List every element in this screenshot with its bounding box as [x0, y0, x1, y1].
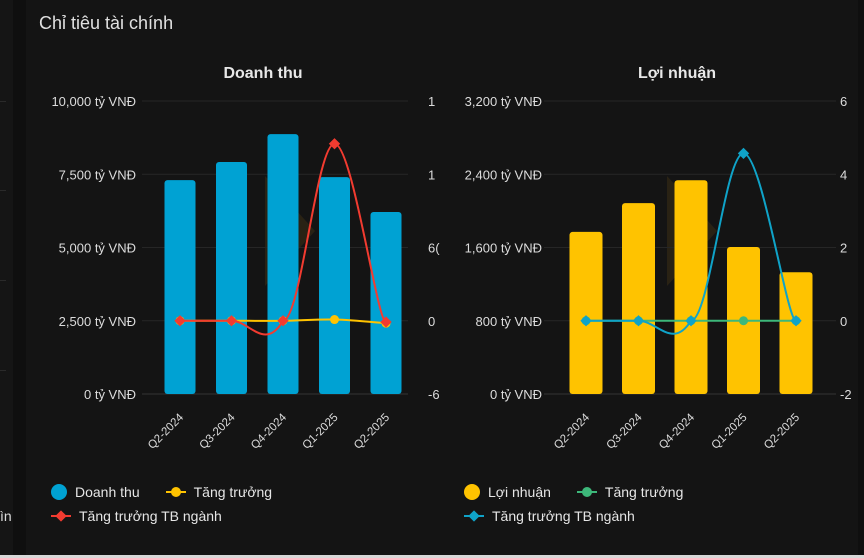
bar: [779, 272, 813, 394]
panel-divider: [13, 0, 26, 558]
chart-title: Doanh thu: [223, 65, 302, 82]
revenue-legend: Doanh thu Tăng trưởng Tăng trưởng TB ngà…: [51, 480, 298, 528]
profit-chart: Lợi nhuận 0 tỷ VNĐ 800 tỷ VNĐ 1,600 tỷ VNĐ 2…: [465, 65, 852, 452]
x-tick-label: Q1-2025: [709, 412, 749, 452]
data-point: [174, 315, 186, 327]
bar: [622, 203, 655, 394]
y2-tick-label: 1: [428, 167, 435, 182]
legend-item-growth[interactable]: Tăng trưởng: [165, 484, 273, 500]
y2-tick-label: 4: [840, 167, 847, 182]
y-tick-label: 0 tỷ VNĐ: [490, 387, 542, 402]
y-tick-label: 2,400 tỷ VNĐ: [465, 167, 542, 182]
data-point: [739, 316, 748, 326]
legend-label: Doanh thu: [75, 484, 140, 500]
x-tick-label: Q2-2024: [146, 411, 187, 452]
y2-tick-label: 1: [428, 94, 435, 109]
x-tick-label: Q4-2024: [249, 411, 290, 452]
legend-item-profit[interactable]: Lợi nhuận: [464, 484, 551, 500]
y2-tick-label: 6: [840, 94, 847, 109]
legend-label: Tăng trưởng: [193, 484, 273, 500]
profit-legend: Lợi nhuận Tăng trưởng Tăng trưởng TB ngà…: [464, 480, 709, 528]
y-tick-label: 5,000 tỷ VNĐ: [59, 241, 136, 256]
x-tick-label: Q3-2024: [604, 411, 645, 452]
bar: [674, 180, 708, 394]
stub-gridline: [0, 280, 6, 281]
legend-line-diamond-icon: [51, 510, 71, 522]
x-tick-label: Q3-2024: [197, 411, 238, 452]
stub-gridline: [0, 370, 6, 371]
legend-line-circle-icon: [165, 487, 186, 497]
x-tick-label: Q2-2025: [762, 412, 802, 452]
data-point: [580, 315, 592, 327]
y2-tick-label: -2: [840, 387, 852, 402]
y-tick-label: 7,500 tỷ VNĐ: [59, 167, 136, 182]
x-tick-label: Q2-2025: [352, 412, 392, 452]
data-point: [632, 315, 645, 327]
legend-label: Lợi nhuận: [488, 484, 551, 500]
y2-tick-label: -6: [428, 387, 440, 402]
legend-line-circle-icon: [576, 487, 597, 497]
revenue-chart: Doanh thu 0 tỷ VNĐ 2,500 tỷ VNĐ 5,000 tỷ VN…: [51, 65, 440, 452]
panel-divider-right: [858, 0, 864, 558]
chart-title: Lợi nhuận: [638, 65, 716, 82]
legend-label: Tăng trưởng TB ngành: [492, 508, 635, 524]
y-tick-label: 2,500 tỷ VNĐ: [59, 314, 136, 329]
x-tick-label: Q4-2024: [657, 411, 698, 452]
legend-item-revenue[interactable]: Doanh thu: [51, 484, 140, 500]
bar: [319, 177, 350, 394]
data-point: [225, 315, 238, 327]
legend-label: Tăng trưởng: [604, 484, 684, 500]
data-point: [790, 315, 802, 327]
bar: [216, 161, 247, 394]
y-tick-label: 3,200 tỷ VNĐ: [465, 94, 542, 109]
data-point: [685, 315, 697, 327]
bottom-border: [0, 555, 864, 558]
legend-label: Tăng trưởng TB ngành: [79, 508, 222, 524]
bar: [370, 212, 402, 394]
data-point: [380, 316, 392, 328]
y2-tick-label: 0: [840, 314, 847, 329]
left-panel-clipped-text: ìn: [0, 508, 12, 524]
data-point: [328, 138, 341, 150]
legend-item-industry-growth[interactable]: Tăng trưởng TB ngành: [51, 508, 222, 524]
bar: [569, 231, 603, 394]
left-panel-edge: [0, 0, 13, 558]
data-point: [330, 315, 339, 325]
stub-gridline: [0, 190, 6, 191]
legend-item-industry-growth[interactable]: Tăng trưởng TB ngành: [464, 508, 635, 524]
x-tick-label: Q1-2025: [300, 412, 340, 452]
y2-tick-label: 6(: [428, 241, 440, 256]
section-title: Chỉ tiêu tài chính: [39, 13, 174, 33]
bar: [267, 134, 299, 394]
data-point: [277, 315, 289, 327]
x-tick-label: Q2-2024: [552, 411, 593, 452]
y-tick-label: 0 tỷ VNĐ: [84, 387, 136, 402]
bar: [164, 180, 196, 394]
y2-tick-label: 2: [840, 241, 847, 256]
y-tick-label: 10,000 tỷ VNĐ: [51, 94, 136, 109]
y-tick-label: 1,600 tỷ VNĐ: [465, 241, 542, 256]
y2-tick-label: 0: [428, 314, 435, 329]
legend-item-growth[interactable]: Tăng trưởng: [576, 484, 684, 500]
stub-gridline: [0, 101, 6, 102]
legend-bar-swatch-icon: [51, 484, 67, 500]
legend-line-diamond-icon: [464, 510, 484, 522]
y-tick-label: 800 tỷ VNĐ: [476, 314, 542, 329]
legend-bar-swatch-icon: [464, 484, 480, 500]
